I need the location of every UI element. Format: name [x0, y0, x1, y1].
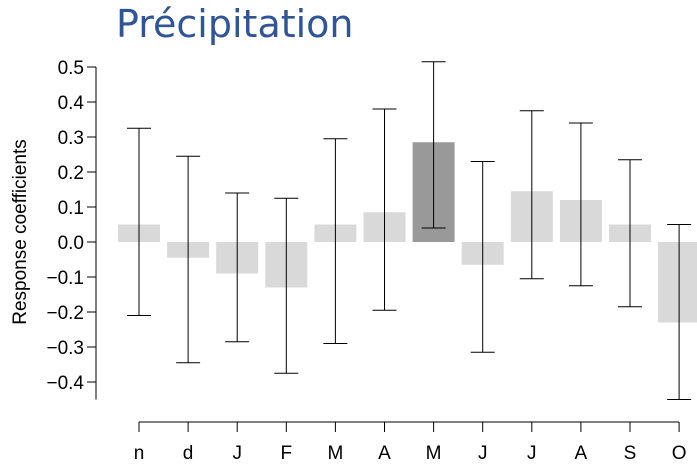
chart-title: Précipitation — [116, 2, 354, 46]
bar — [658, 242, 697, 323]
x-tick-label: M — [426, 443, 442, 464]
errorbars-group — [127, 61, 692, 400]
x-tick-label: A — [378, 443, 391, 464]
x-tick-label: M — [327, 443, 343, 464]
x-tick-label: S — [624, 443, 637, 464]
y-tick-label: −0.1 — [46, 268, 84, 289]
x-tick-label: J — [527, 443, 537, 464]
y-tick-label: −0.2 — [46, 303, 84, 324]
y-tick-label: 0.5 — [58, 58, 84, 79]
x-tick-label: d — [183, 443, 194, 464]
bars-group — [118, 142, 697, 323]
y-tick-label: 0.4 — [58, 93, 85, 114]
y-axis-label: Response coefficients — [10, 139, 31, 325]
y-tick-label: 0.3 — [58, 128, 84, 149]
x-tick-label: n — [134, 443, 145, 464]
y-tick-label: 0.1 — [58, 198, 84, 219]
y-tick-label: −0.4 — [46, 373, 84, 394]
y-tick-label: −0.3 — [46, 338, 84, 359]
x-tick-label: O — [672, 443, 687, 464]
x-tick-label: A — [575, 443, 588, 464]
y-tick-label: 0.2 — [58, 163, 84, 184]
x-tick-label: J — [232, 443, 242, 464]
y-tick-label: 0.0 — [58, 233, 84, 254]
y-axis: 0.5 0.4 0.3 0.2 0.1 0.0 −0.1 −0.2 −0.3 −0.4 — [46, 58, 97, 400]
x-tick-label: J — [478, 443, 488, 464]
x-tick-label: F — [280, 443, 292, 464]
